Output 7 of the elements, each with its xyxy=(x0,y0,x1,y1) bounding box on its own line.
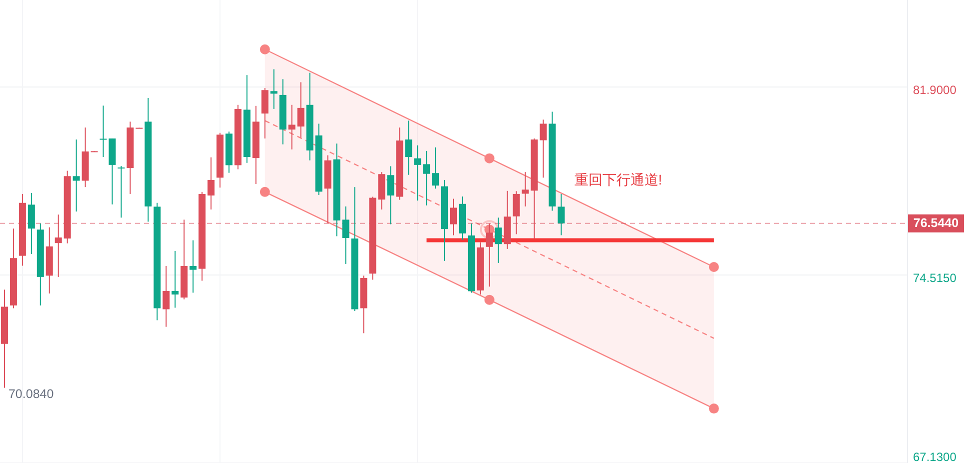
ref-line-label: 76.5440 xyxy=(913,216,959,230)
ref-label: 76.5440 xyxy=(908,214,964,232)
y-tick-label: 74.5150 xyxy=(913,271,956,286)
annotation: 重回下行通道! xyxy=(574,171,662,188)
annotation: 70.0840 xyxy=(8,387,54,402)
y-tick-label: 81.9000 xyxy=(913,83,956,98)
y-tick-label: 67.1300 xyxy=(913,450,956,463)
